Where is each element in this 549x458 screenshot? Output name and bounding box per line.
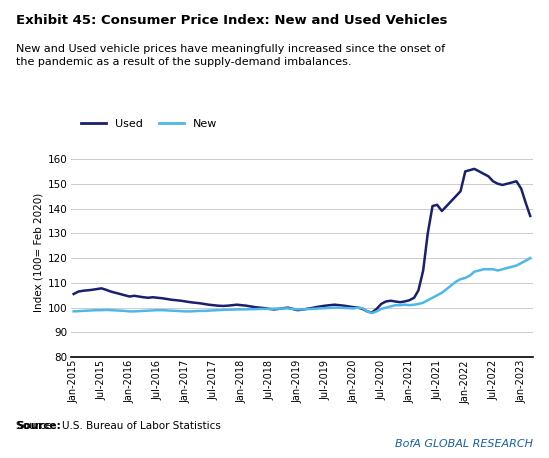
Text: Exhibit 45: Consumer Price Index: New and Used Vehicles: Exhibit 45: Consumer Price Index: New an… [16,14,448,27]
Text: Source:: Source: [16,420,61,431]
Text: BofA GLOBAL RESEARCH: BofA GLOBAL RESEARCH [395,439,533,449]
Text: New and Used vehicle prices have meaningfully increased since the onset of
the p: New and Used vehicle prices have meaning… [16,44,446,67]
Text: Source:  U.S. Bureau of Labor Statistics: Source: U.S. Bureau of Labor Statistics [16,420,221,431]
Y-axis label: Index (100= Feb 2020): Index (100= Feb 2020) [33,192,43,311]
Legend: Used, New: Used, New [77,114,221,133]
